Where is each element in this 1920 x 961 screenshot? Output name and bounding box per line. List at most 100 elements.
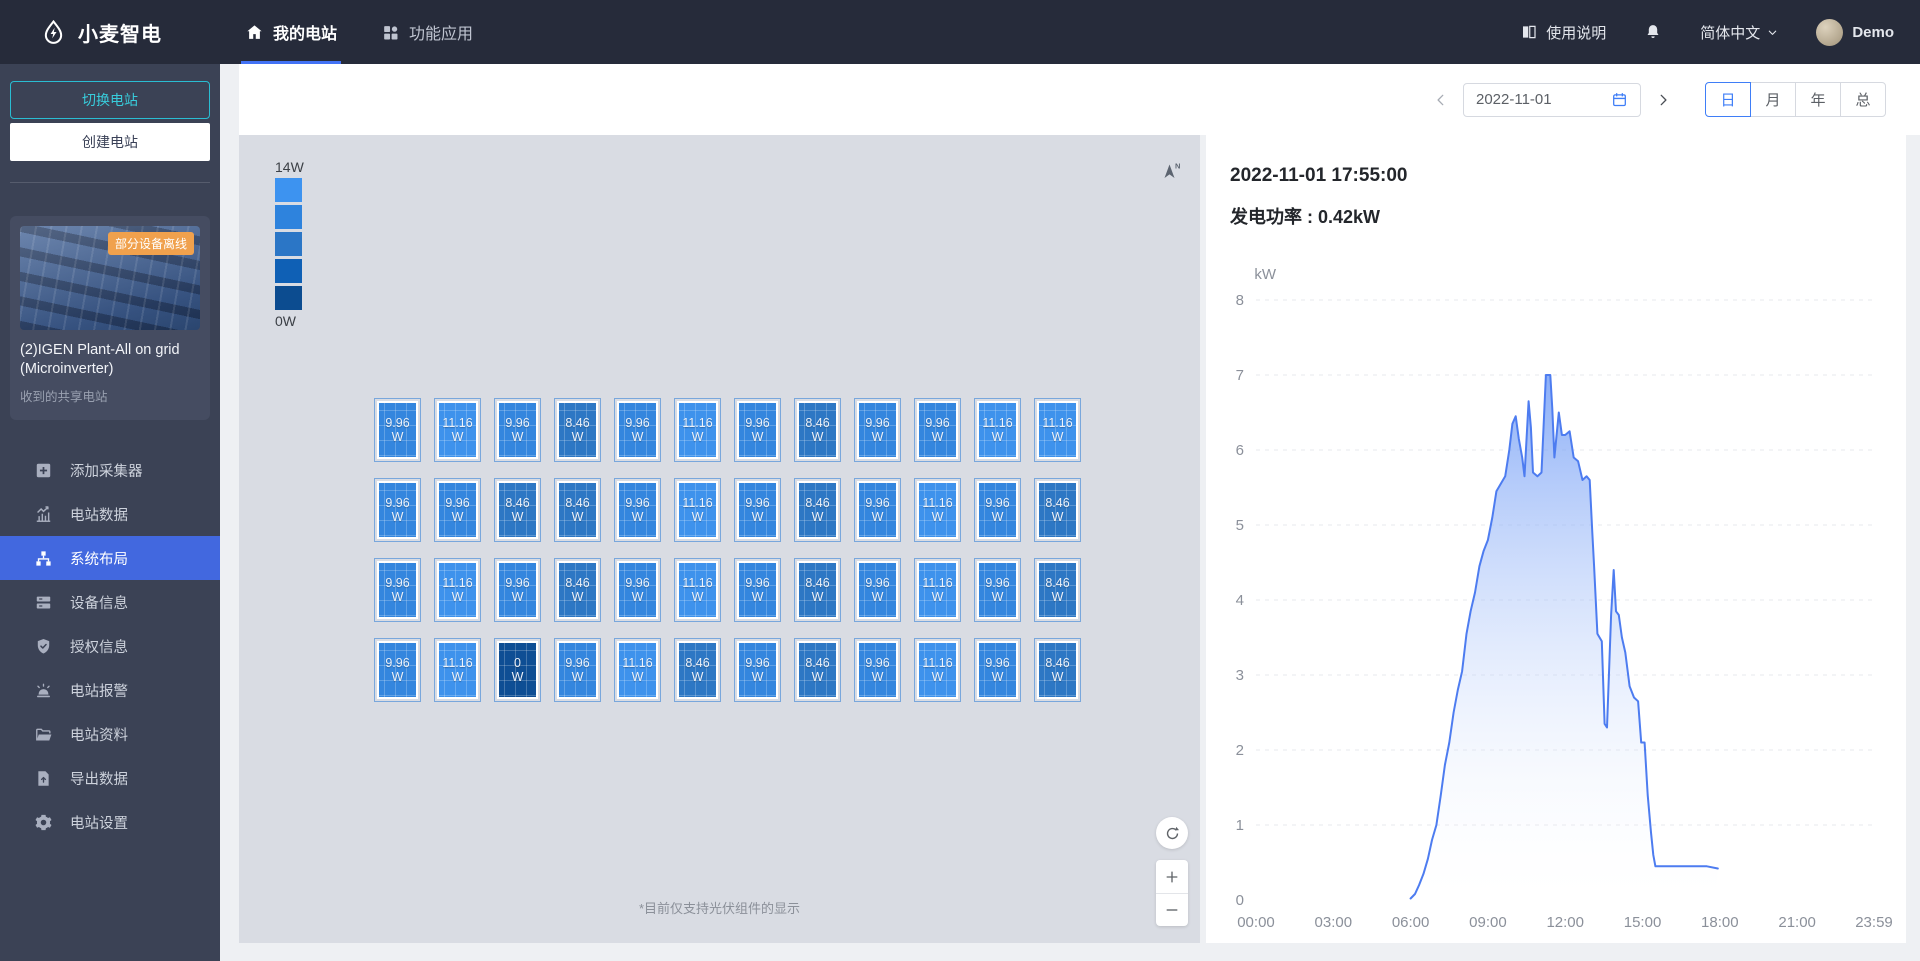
pv-panel-unit: W	[991, 510, 1004, 524]
pv-panel[interactable]: 11.16 W	[974, 398, 1021, 462]
pv-panel[interactable]: 9.96 W	[914, 398, 961, 462]
pv-panel[interactable]: 9.96 W	[494, 398, 541, 462]
pv-panel[interactable]: 11.16 W	[674, 398, 721, 462]
next-date-button[interactable]	[1651, 88, 1675, 112]
pv-panel-unit: W	[571, 590, 584, 604]
range-tab-0[interactable]: 日	[1705, 82, 1751, 117]
pv-panel-face: 11.16 W	[917, 561, 958, 619]
pv-panel-unit: W	[751, 670, 764, 684]
pv-panel[interactable]: 11.16 W	[914, 638, 961, 702]
pv-panel[interactable]: 9.96 W	[494, 558, 541, 622]
nav-tab-0[interactable]: 我的电站	[240, 0, 342, 64]
sidebar-item-0[interactable]: 添加采集器	[0, 448, 220, 492]
switch-plant-button[interactable]: 切换电站	[10, 81, 210, 119]
pv-panel[interactable]: 11.16 W	[1034, 398, 1081, 462]
pv-panel[interactable]: 11.16 W	[434, 398, 481, 462]
sidebar-item-label: 添加采集器	[70, 463, 143, 480]
pv-panel[interactable]: 9.96 W	[734, 638, 781, 702]
power-chart[interactable]: 0 1 2 3 4 5 6 7 8 kW 00:00 03:00 06:00 09:00 12:00 15:0…	[1214, 243, 1904, 944]
zoom-out-button[interactable]	[1156, 893, 1188, 926]
notifications-button[interactable]	[1644, 23, 1662, 41]
refresh-button[interactable]	[1156, 817, 1188, 849]
pv-panel-power: 8.46	[685, 655, 710, 670]
pv-panel[interactable]: 9.96 W	[434, 478, 481, 542]
zoom-in-button[interactable]	[1156, 860, 1188, 893]
power-color-scale: 14W 0W	[275, 159, 304, 329]
pv-panel[interactable]: 9.96 W	[854, 398, 901, 462]
nav-tab-1[interactable]: 功能应用	[381, 0, 473, 64]
pv-panel[interactable]: 11.16 W	[914, 558, 961, 622]
pv-panel-grid: 9.96 W 11.16 W 9.96 W 8.46 W 9.96 W 11.16 W 9.96 W 8.4…	[374, 398, 1081, 702]
sidebar-item-8[interactable]: 电站设置	[0, 800, 220, 844]
pv-panel[interactable]: 8.46 W	[794, 638, 841, 702]
pv-panel[interactable]: 9.96 W	[974, 638, 1021, 702]
pv-panel[interactable]: 8.46 W	[494, 478, 541, 542]
pv-panel[interactable]: 9.96 W	[974, 478, 1021, 542]
pv-panel[interactable]: 8.46 W	[794, 478, 841, 542]
pv-panel[interactable]: 11.16 W	[914, 478, 961, 542]
pv-panel-unit: W	[391, 590, 404, 604]
prev-date-button[interactable]	[1429, 88, 1453, 112]
pv-panel[interactable]: 9.96 W	[854, 478, 901, 542]
pv-panel[interactable]: 9.96 W	[734, 398, 781, 462]
pv-panel[interactable]: 9.96 W	[374, 398, 421, 462]
date-input[interactable]: 2022-11-01	[1463, 82, 1641, 117]
pv-panel-face: 11.16 W	[917, 641, 958, 699]
create-plant-button[interactable]: 创建电站	[10, 123, 210, 161]
pv-panel-unit: W	[811, 590, 824, 604]
sidebar-item-4[interactable]: 授权信息	[0, 624, 220, 668]
language-selector[interactable]: 简体中文	[1700, 22, 1778, 43]
pv-panel[interactable]: 9.96 W	[374, 638, 421, 702]
scale-swatch-4	[275, 286, 302, 310]
pv-panel[interactable]: 9.96 W	[854, 558, 901, 622]
help-link[interactable]: 使用说明	[1520, 22, 1606, 43]
plant-data-icon	[34, 505, 53, 524]
pv-panel-face: 11.16 W	[677, 481, 718, 539]
sidebar-item-7[interactable]: 导出数据	[0, 756, 220, 800]
pv-panel[interactable]: 11.16 W	[614, 638, 661, 702]
pv-panel[interactable]: 9.96 W	[734, 558, 781, 622]
pv-panel[interactable]: 11.16 W	[674, 478, 721, 542]
pv-panel-face: 8.46 W	[1037, 641, 1078, 699]
pv-panel[interactable]: 9.96 W	[614, 398, 661, 462]
pv-panel[interactable]: 11.16 W	[674, 558, 721, 622]
pv-panel[interactable]: 8.46 W	[1034, 638, 1081, 702]
pv-panel[interactable]: 8.46 W	[1034, 558, 1081, 622]
pv-panel-face: 11.16 W	[1037, 401, 1078, 459]
user-menu[interactable]: Demo	[1816, 18, 1894, 46]
sidebar-item-2[interactable]: 系统布局	[0, 536, 220, 581]
range-tab-2[interactable]: 年	[1795, 82, 1841, 117]
authorization-icon	[34, 637, 53, 656]
pv-panel[interactable]: 8.46 W	[554, 398, 601, 462]
pv-panel[interactable]: 8.46 W	[1034, 478, 1081, 542]
pv-panel[interactable]: 11.16 W	[434, 558, 481, 622]
pv-panel-unit: W	[511, 590, 524, 604]
main-area: 2022-11-01 日月年总 14W 0W N 9.96 W 11.16 W 9.96…	[220, 64, 1920, 961]
range-tab-1[interactable]: 月	[1750, 82, 1796, 117]
sidebar-item-3[interactable]: 设备信息	[0, 580, 220, 624]
pv-panel[interactable]: 8.46 W	[794, 398, 841, 462]
pv-panel[interactable]: 11.16 W	[434, 638, 481, 702]
sidebar-item-5[interactable]: 电站报警	[0, 668, 220, 712]
pv-panel[interactable]: 9.96 W	[734, 478, 781, 542]
scale-swatch-1	[275, 205, 302, 229]
pv-panel[interactable]: 9.96 W	[854, 638, 901, 702]
pv-panel[interactable]: 8.46 W	[794, 558, 841, 622]
sidebar-item-6[interactable]: 电站资料	[0, 712, 220, 756]
pv-panel[interactable]: 9.96 W	[374, 478, 421, 542]
pv-panel[interactable]: 9.96 W	[374, 558, 421, 622]
pv-panel[interactable]: 8.46 W	[674, 638, 721, 702]
range-tab-3[interactable]: 总	[1840, 82, 1886, 117]
pv-panel[interactable]: 8.46 W	[554, 558, 601, 622]
language-label: 简体中文	[1700, 24, 1761, 42]
minus-icon	[1164, 902, 1180, 918]
pv-panel[interactable]: 9.96 W	[554, 638, 601, 702]
sidebar-item-1[interactable]: 电站数据	[0, 492, 220, 536]
pv-panel[interactable]: 9.96 W	[614, 558, 661, 622]
help-label: 使用说明	[1546, 24, 1607, 42]
plant-card[interactable]: 部分设备离线 (2)IGEN Plant-All on grid (Microi…	[10, 216, 210, 421]
pv-panel[interactable]: 8.46 W	[554, 478, 601, 542]
pv-panel[interactable]: 9.96 W	[614, 478, 661, 542]
pv-panel[interactable]: 9.96 W	[974, 558, 1021, 622]
